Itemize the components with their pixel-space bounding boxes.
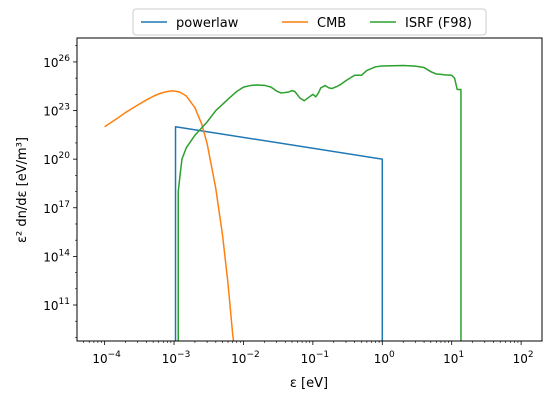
y-axis: 1011 1014 1017 1020 1023 1026 bbox=[43, 45, 77, 338]
series-line-cmb bbox=[104, 90, 235, 341]
x-axis-label: ε [eV] bbox=[290, 376, 328, 391]
x-tick-label: 10−3 bbox=[162, 350, 191, 366]
legend-label: ISRF (F98) bbox=[405, 16, 472, 31]
x-tick-label: 101 bbox=[443, 350, 464, 366]
y-tick-label: 1014 bbox=[43, 248, 70, 264]
x-tick-label: 10−2 bbox=[231, 350, 260, 366]
plot-frame bbox=[76, 37, 543, 342]
x-axis: 10−4 10−3 10−2 10−1 100 101 102 bbox=[83, 341, 534, 366]
legend-label: CMB bbox=[317, 16, 346, 31]
y-tick-label: 1011 bbox=[43, 297, 70, 313]
x-tick-label: 10−4 bbox=[92, 350, 121, 366]
series-line-isrf-f98- bbox=[177, 64, 462, 341]
y-tick-label: 1023 bbox=[43, 103, 70, 119]
x-tick-label: 10−1 bbox=[301, 350, 330, 366]
x-tick-label: 100 bbox=[374, 350, 395, 366]
legend-box bbox=[132, 8, 487, 36]
series-line-powerlaw bbox=[174, 126, 384, 341]
legend: powerlaw CMB ISRF (F98) bbox=[132, 8, 487, 36]
legend-label: powerlaw bbox=[176, 16, 239, 31]
y-tick-label: 1017 bbox=[43, 200, 70, 216]
y-tick-label: 1020 bbox=[43, 151, 70, 167]
y-axis-label: ε² dn/dε [eV/m³] bbox=[15, 137, 30, 243]
x-tick-label: 102 bbox=[513, 350, 534, 366]
y-tick-label: 1026 bbox=[43, 54, 70, 70]
data-layer bbox=[104, 64, 462, 341]
